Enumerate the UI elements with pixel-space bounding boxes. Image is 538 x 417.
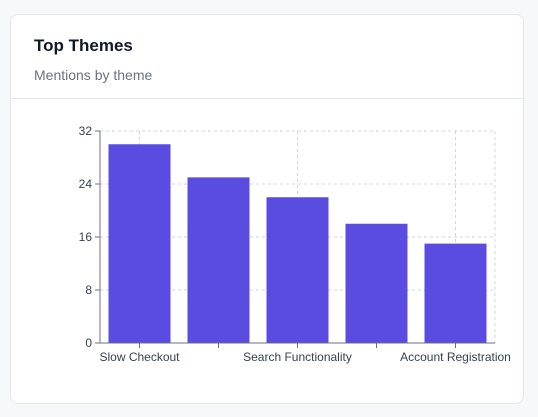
y-tick-label-4: 32 bbox=[79, 124, 93, 138]
x-tick-label-2: Search Functionality bbox=[243, 350, 352, 364]
x-tick-label-0: Slow Checkout bbox=[99, 350, 180, 364]
bar-4[interactable] bbox=[424, 243, 487, 343]
y-tick-label-0: 0 bbox=[85, 336, 92, 350]
bar-1[interactable] bbox=[187, 177, 250, 343]
top-themes-card: Top Themes Mentions by theme 0 8 16 24 32 Slo… bbox=[10, 14, 524, 404]
y-tick-label-3: 24 bbox=[79, 177, 93, 191]
bar-0[interactable] bbox=[108, 144, 171, 343]
bar-2[interactable] bbox=[266, 197, 329, 343]
card-subtitle: Mentions by theme bbox=[34, 67, 153, 83]
y-tick-label-1: 8 bbox=[85, 283, 92, 297]
chart-area: 0 8 16 24 32 Slow Checkout Search Functionalit… bbox=[11, 99, 523, 399]
y-tick-label-2: 16 bbox=[79, 230, 93, 244]
x-tick-label-4: Account Registration bbox=[400, 350, 511, 364]
card-title: Top Themes bbox=[34, 36, 133, 55]
bar-chart: 0 8 16 24 32 Slow Checkout Search Functionalit… bbox=[79, 124, 511, 364]
bar-3[interactable] bbox=[345, 223, 408, 343]
card-header: Top Themes Mentions by theme bbox=[11, 15, 523, 99]
